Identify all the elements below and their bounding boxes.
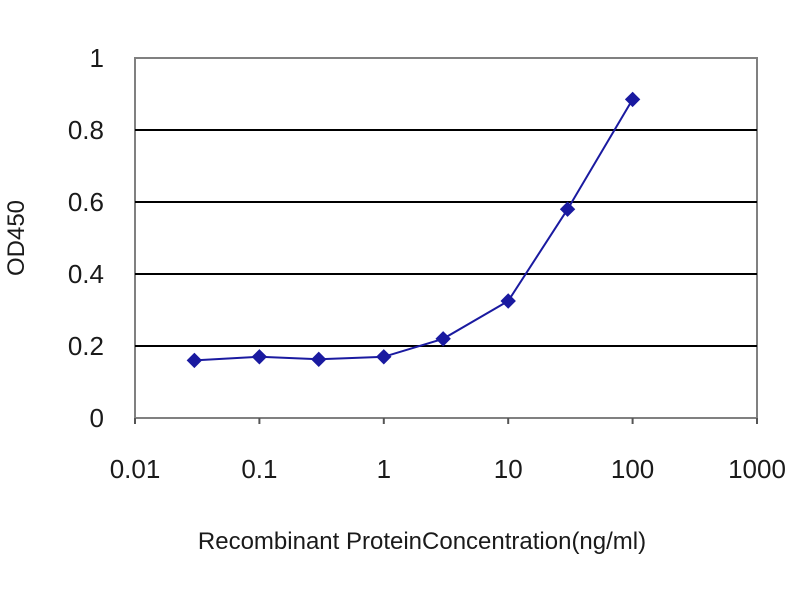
- data-point: [376, 349, 392, 365]
- plot-area: [134, 57, 758, 419]
- series-layer: [186, 91, 641, 369]
- y-tick-label: 1: [90, 43, 104, 73]
- data-point: [624, 91, 641, 108]
- data-point: [251, 349, 268, 365]
- x-tick-label: 1000: [728, 454, 786, 484]
- x-tick-label: 0.1: [241, 454, 277, 484]
- y-tick-label: 0.8: [68, 115, 104, 145]
- gridlines: [135, 129, 757, 347]
- data-point: [500, 293, 516, 309]
- data-point: [186, 352, 203, 369]
- x-axis-title: Recombinant ProteinConcentration(ng/ml): [198, 528, 646, 555]
- y-tick-label: 0: [90, 403, 104, 433]
- x-axis: [134, 418, 758, 424]
- x-tick-label: 100: [611, 454, 654, 484]
- y-axis-title: OD450: [3, 200, 30, 276]
- y-tick-labels: 0 0.2 0.4 0.6 0.8 1: [68, 43, 104, 433]
- data-point: [311, 351, 327, 368]
- x-tick-label: 10: [494, 454, 523, 484]
- x-tick-label: 0.01: [110, 454, 161, 484]
- y-tick-label: 0.6: [68, 187, 104, 217]
- series-line: [194, 98, 634, 362]
- y-tick-label: 0.4: [68, 259, 104, 289]
- data-point: [435, 331, 451, 347]
- x-tick-label: 1: [377, 454, 391, 484]
- data-point: [559, 201, 576, 217]
- y-tick-label: 0.2: [68, 331, 104, 361]
- x-tick-labels: 0.01 0.1 1 10 100 1000: [110, 454, 786, 484]
